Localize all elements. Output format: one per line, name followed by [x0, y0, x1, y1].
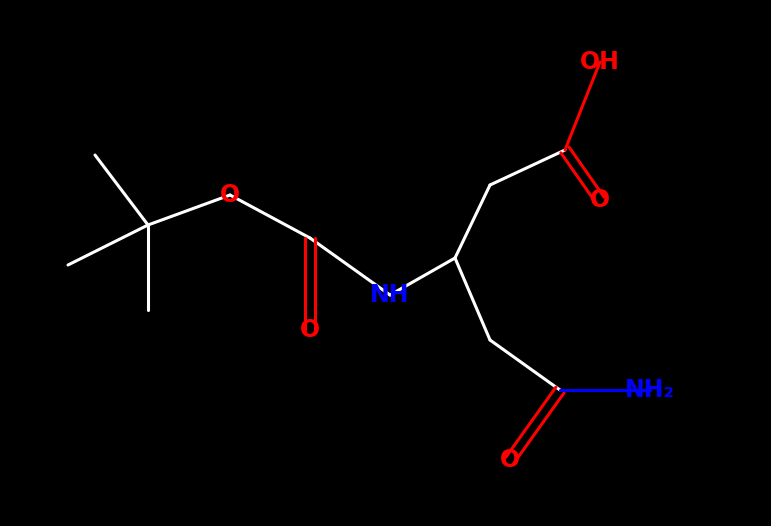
Text: O: O: [220, 183, 240, 207]
Text: NH₂: NH₂: [625, 378, 675, 402]
Text: O: O: [300, 318, 320, 342]
Text: OH: OH: [580, 50, 620, 74]
Text: NH: NH: [370, 283, 409, 307]
Text: O: O: [590, 188, 610, 212]
Text: O: O: [500, 448, 520, 472]
